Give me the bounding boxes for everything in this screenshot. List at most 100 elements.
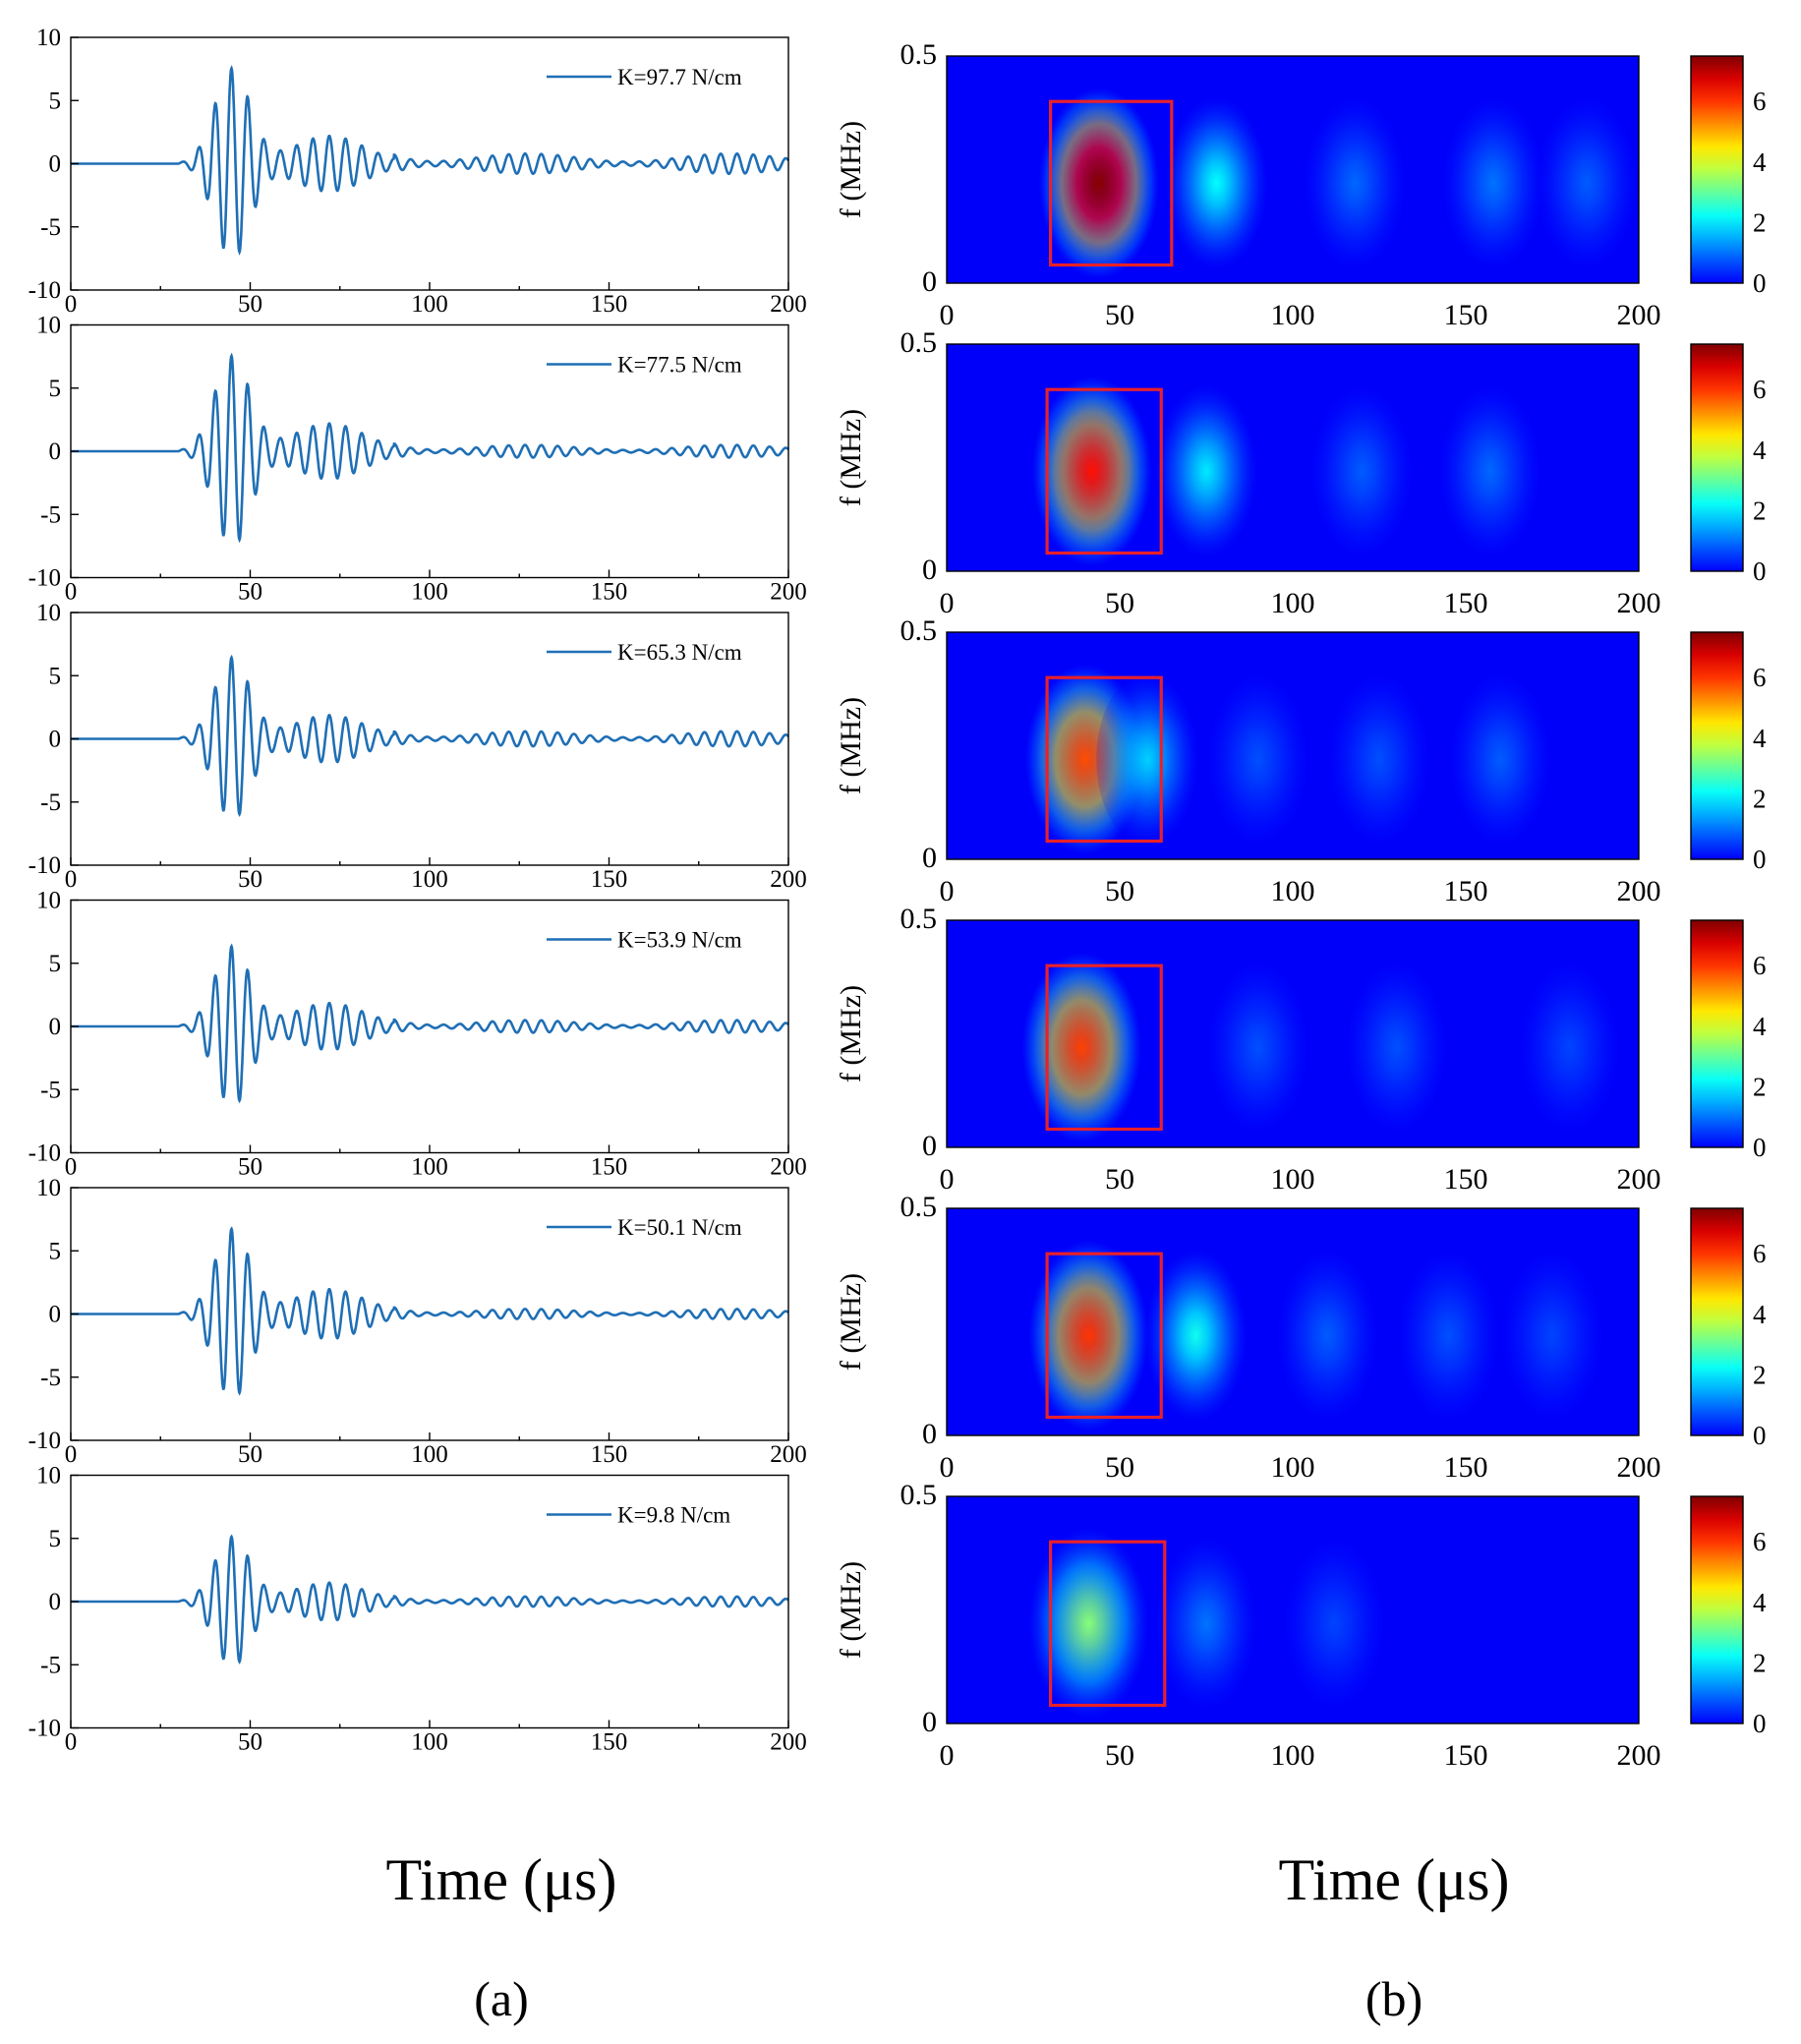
y-axis-label: f (MHz) [835,1273,867,1371]
energy-blob [1442,96,1545,270]
x-tick-label: 150 [591,1441,628,1468]
x-tick-label: 150 [591,291,628,318]
colorbar-tick-label: 0 [1753,845,1767,874]
y-tick-label: 0 [922,1706,937,1738]
y-tick-label: 0 [922,1130,937,1162]
colorbar-tick-label: 4 [1753,724,1767,753]
y-tick-label: -10 [29,1716,61,1742]
y-axis-label: f (MHz) [835,409,867,506]
highlight-box [1045,387,1163,555]
x-tick-label: 150 [591,1729,628,1756]
colorbar [1691,1496,1743,1723]
y-tick-label: 10 [36,600,61,626]
y-tick-label: 5 [49,376,62,402]
y-tick-label: 10 [36,888,61,914]
y-tick-label: 5 [49,1238,62,1264]
waveform-chart-2: 0 50 100 150 200 -10 -5 0 5 10 K=77.5 N/cm [29,313,807,606]
x-tick-label: 200 [770,866,807,893]
x-tick-label: 150 [591,866,628,893]
colorbar-tick-label: 4 [1753,1300,1767,1329]
y-axis-label: f (MHz) [835,121,867,218]
waveform-line [71,1226,789,1396]
x-tick-label: 100 [1271,587,1315,619]
energy-blob [1438,384,1541,558]
y-tick-label: -5 [40,214,61,241]
colorbar-tick-label: 0 [1753,1421,1767,1450]
x-tick-label: 150 [591,1154,628,1181]
spectrogram-chart-2: 0 50 100 150 200 0 0.5 f (MHz) 0 2 4 6 [835,326,1767,619]
waveform-line [71,943,789,1104]
x-tick-label: 100 [411,1441,448,1468]
waveform-chart-4: 0 50 100 150 200 -10 -5 0 5 10 K=53.9 N/cm [29,888,807,1181]
x-tick-label: 200 [770,579,807,606]
legend-label: K=53.9 N/cm [617,928,742,953]
legend-label: K=9.8 N/cm [617,1503,730,1528]
y-tick-label: 0 [49,1014,62,1040]
x-tick-label: 150 [1444,299,1488,331]
energy-blob [1028,1240,1149,1431]
y-tick-label: 0.5 [900,1191,938,1223]
colorbar [1691,344,1743,571]
y-tick-label: 0.5 [900,326,938,359]
waveform-chart-6: 0 50 100 150 200 -10 -5 0 5 10 K=9.8 N/cm [29,1463,807,1756]
x-tick-label: 100 [1271,1739,1315,1772]
colorbar-tick-label: 0 [1753,1709,1767,1738]
x-axis-title-b: Time (μs) [1279,1847,1510,1912]
x-tick-label: 100 [411,866,448,893]
y-tick-label: -5 [40,501,61,528]
spectrogram-chart-3: 0 50 100 150 200 0 0.5 f (MHz) 0 2 4 6 [835,614,1767,907]
spectrogram-chart-6: 0 50 100 150 200 0 0.5 f (MHz) 0 2 4 6 [835,1479,1767,1772]
x-tick-label: 0 [940,587,955,619]
y-tick-label: 0.5 [900,1479,938,1511]
x-tick-label: 50 [1105,1739,1134,1772]
energy-blob [1206,672,1309,847]
colorbar-tick-label: 0 [1753,556,1767,586]
x-tick-label: 0 [65,1441,78,1468]
heatmap-area [947,344,1639,571]
plot-frame [946,1495,1640,1724]
energy-blob [1028,1528,1149,1720]
x-tick-label: 150 [1444,587,1488,619]
y-axis-label: f (MHz) [835,697,867,794]
colorbar-tick-label: 2 [1753,207,1767,237]
colorbar-tick-label: 6 [1753,951,1767,980]
energy-blob [1154,384,1258,558]
x-tick-label: 0 [65,1154,78,1181]
heatmap-area [947,56,1639,283]
x-tick-label: 0 [940,1739,955,1772]
energy-blob [1154,1537,1258,1711]
colorbar-tick-label: 4 [1753,436,1767,465]
x-axis-title-a: Time (μs) [386,1847,617,1912]
energy-blob [1536,96,1639,270]
y-tick-label: -5 [40,1365,61,1391]
panel-label-a: (a) [474,1971,529,2026]
y-tick-label: 0 [49,727,62,753]
x-tick-label: 100 [1271,1451,1315,1484]
colorbar-tick-label: 6 [1753,87,1767,116]
x-tick-label: 100 [1271,299,1315,331]
plot-frame [946,919,1640,1148]
y-tick-label: 0 [922,554,937,586]
x-tick-label: 50 [238,1154,262,1181]
legend-label: K=65.3 N/cm [617,640,742,665]
waveform-line [71,654,789,818]
energy-blob [1096,672,1199,847]
spectrogram-chart-4: 0 50 100 150 200 0 0.5 f (MHz) 0 2 4 6 [835,903,1767,1196]
y-tick-label: -10 [29,277,61,304]
energy-blob [1283,1537,1386,1711]
highlight-box [1045,964,1163,1132]
waveform-chart-1: 0 50 100 150 200 -10 -5 0 5 10 K=97.7 N/cm [29,25,807,318]
y-tick-label: 0 [49,151,62,178]
colorbar-tick-label: 2 [1753,496,1767,525]
x-tick-label: 50 [1105,1451,1134,1484]
spectrogram-chart-5: 0 50 100 150 200 0 0.5 f (MHz) 0 2 4 6 [835,1191,1767,1484]
spectrogram-chart-1: 0 50 100 150 200 0 0.5 f (MHz) 0 2 4 6 [835,38,1767,331]
x-tick-label: 50 [238,291,262,318]
colorbar-tick-label: 4 [1753,1588,1767,1617]
x-tick-label: 50 [1105,1163,1134,1196]
y-tick-label: 0.5 [900,903,938,935]
colorbar-frame [1690,631,1744,860]
x-tick-label: 200 [770,1729,807,1756]
y-tick-label: 10 [36,1175,61,1201]
